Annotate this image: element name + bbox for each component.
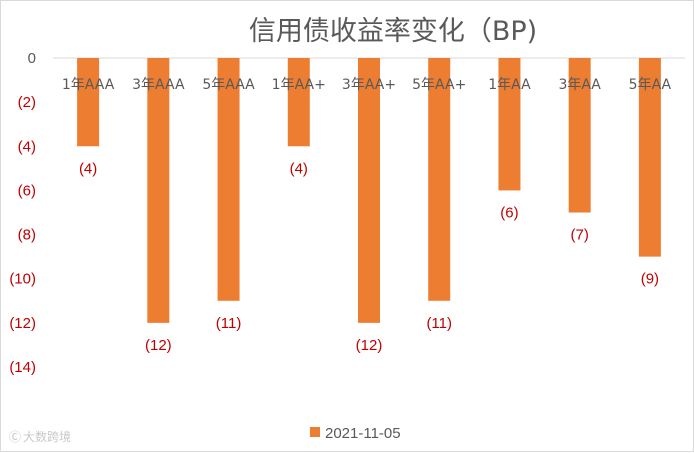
y-tick-label: (2) xyxy=(18,94,36,111)
data-label: (9) xyxy=(641,271,659,288)
category-label: 3年AAA xyxy=(132,77,185,93)
y-tick-label: (14) xyxy=(9,359,36,376)
category-label: 1年AAA xyxy=(62,77,115,93)
y-axis: 0 (2) (4) (6) (8) (10) (12) (14) xyxy=(9,50,36,376)
data-label: (4) xyxy=(79,160,97,177)
category-label: 5年AA+ xyxy=(412,77,466,93)
y-tick-label: (8) xyxy=(18,227,36,244)
category-labels: 1年AAA 3年AAA 5年AAA 1年AA+ 3年AA+ 5年AA+ 1年AA 3年AA 5年… xyxy=(62,77,672,93)
data-label: (12) xyxy=(356,337,383,354)
data-label: (6) xyxy=(500,204,518,221)
legend: 2021-11-05 xyxy=(310,425,401,442)
y-tick-label: (6) xyxy=(18,182,36,199)
y-tick-label: (12) xyxy=(9,315,36,332)
chart-title: 信用债收益率变化（BP) xyxy=(249,16,537,47)
data-label: (12) xyxy=(145,337,172,354)
watermark: Ⓒ 大数跨境 xyxy=(9,429,71,444)
category-label: 5年AA xyxy=(629,77,672,93)
category-label: 5年AAA xyxy=(202,77,255,93)
bar xyxy=(568,58,591,213)
y-tick-label: (10) xyxy=(9,271,36,288)
bars-group xyxy=(77,58,661,323)
y-tick-label: (4) xyxy=(18,138,36,155)
bar xyxy=(498,58,521,191)
data-label: (11) xyxy=(216,315,242,332)
bar xyxy=(358,58,380,323)
watermark-logo-icon: Ⓒ xyxy=(9,430,21,444)
category-label: 3年AA xyxy=(558,77,601,93)
legend-label: 2021-11-05 xyxy=(325,425,401,442)
category-label: 1年AA xyxy=(488,77,531,93)
bar xyxy=(638,58,661,257)
data-label: (4) xyxy=(290,160,308,177)
bar xyxy=(217,58,240,301)
category-label: 3年AA+ xyxy=(342,77,396,93)
bar xyxy=(77,58,100,147)
bar xyxy=(287,58,310,147)
data-label: (11) xyxy=(426,315,452,332)
data-label: (7) xyxy=(570,227,588,244)
watermark-text: 大数跨境 xyxy=(23,429,71,444)
category-label: 1年AA+ xyxy=(272,77,326,93)
y-tick-label: 0 xyxy=(28,50,36,67)
legend-swatch xyxy=(310,427,320,437)
data-labels: (4) (12) (11) (4) (12) (11) (6) (7) (9) xyxy=(79,160,659,354)
bar xyxy=(428,58,451,301)
bar xyxy=(147,58,170,323)
